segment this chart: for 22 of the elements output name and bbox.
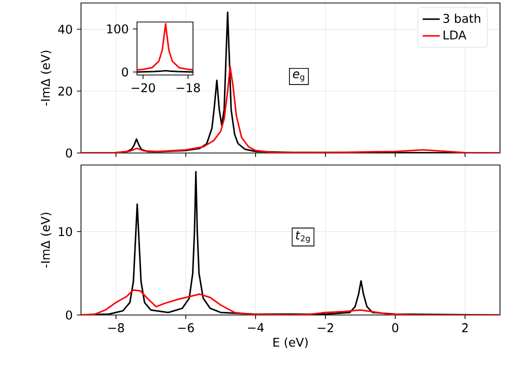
y-axis-title: -ImΔ (eV) (40, 212, 52, 268)
y-tick-label: 20 (58, 86, 72, 96)
x-tick-label: 0 (392, 323, 398, 332)
x-tick-label: −8 (108, 323, 124, 332)
annotation: t$_{2g}$ (296, 231, 310, 243)
y-tick-label: 100 (107, 24, 128, 34)
y-tick-label: 10 (58, 227, 72, 236)
y-axis-title: -ImΔ (eV) (40, 50, 52, 106)
annotation: e$_{g}$ (292, 71, 304, 82)
x-tick-label: −18 (176, 83, 200, 92)
legend-label: LDA (444, 30, 466, 40)
x-axis-title: E (eV) (274, 337, 308, 348)
y-tick-label: 0 (66, 310, 72, 320)
x-tick-label: −2 (318, 323, 334, 332)
x-tick-label: −20 (132, 83, 155, 92)
x-tick-label: 2 (462, 323, 468, 332)
x-tick-label: −6 (178, 323, 194, 332)
x-tick-label: −4 (248, 323, 264, 332)
y-tick-label: 0 (66, 148, 72, 158)
y-tick-label: 40 (58, 24, 72, 34)
legend-label: 3 bath (443, 14, 480, 23)
line-series (81, 66, 500, 153)
